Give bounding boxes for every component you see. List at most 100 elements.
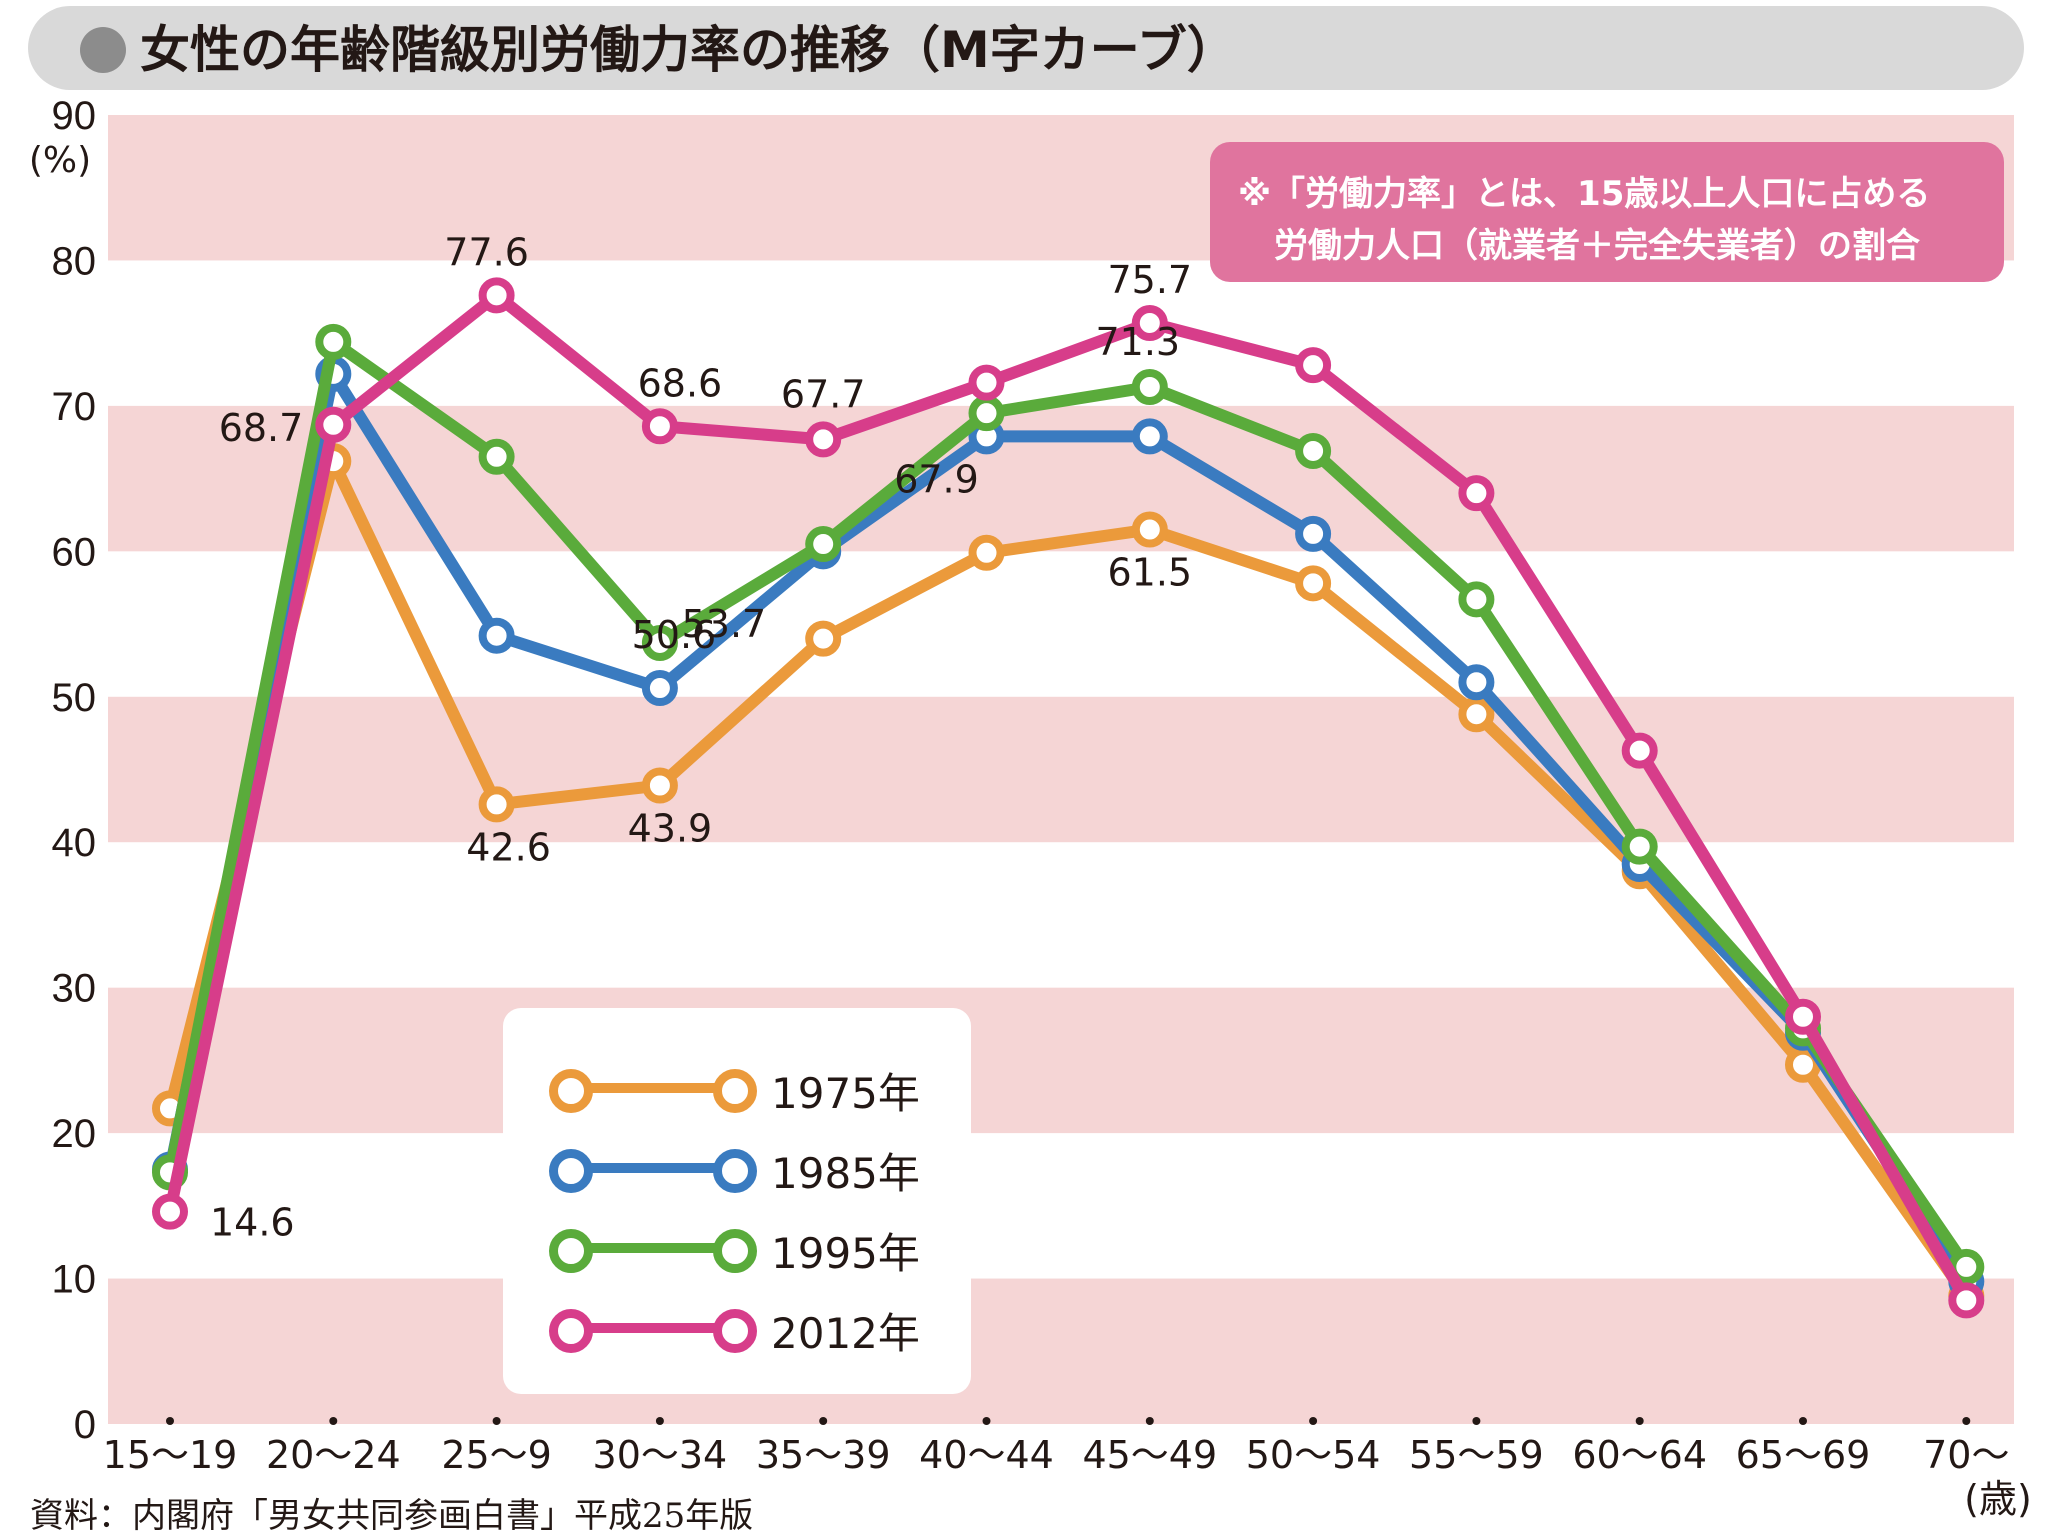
data-point [641, 408, 678, 445]
legend-label: 1985年 [771, 1149, 920, 1198]
data-point [805, 421, 842, 458]
x-tick-mark [1472, 1417, 1481, 1425]
data-point [641, 767, 678, 804]
x-tick-mark [492, 1417, 501, 1425]
data-point [315, 323, 352, 360]
legend-line [575, 1243, 733, 1253]
y-tick-label: 60 [52, 530, 97, 574]
x-tick-label: 60〜64 [1572, 1433, 1707, 1477]
data-point [1295, 565, 1332, 602]
data-label: 50.6 [632, 613, 717, 657]
data-point [805, 620, 842, 657]
legend-item-1985: 1985年 [503, 1132, 971, 1202]
x-tick-label: 40〜44 [919, 1433, 1054, 1477]
legend-marker-end [713, 1229, 757, 1273]
y-tick-label: 50 [52, 676, 97, 720]
x-tick-mark [1635, 1417, 1644, 1425]
data-label: 14.6 [210, 1201, 295, 1245]
series-lines [152, 277, 1985, 1319]
data-point [478, 617, 515, 654]
series-line [164, 367, 1973, 1288]
x-tick-label: 50〜54 [1246, 1433, 1381, 1477]
data-point [152, 1193, 188, 1230]
note-line-1: ※「労働力率」とは、15歳以上人口に占める [1238, 174, 1931, 214]
y-tick-label: 0 [74, 1403, 96, 1447]
data-label: 75.7 [1107, 258, 1192, 302]
legend-item-2012: 2012年 [503, 1292, 971, 1362]
data-point [315, 406, 352, 443]
legend-line [575, 1163, 733, 1173]
y-tick-label: 30 [52, 967, 97, 1011]
x-tick-mark [1799, 1417, 1807, 1425]
series-line [164, 455, 1973, 1303]
data-label: 67.9 [894, 457, 979, 501]
legend-marker-end [713, 1149, 757, 1193]
x-tick-mark [1145, 1417, 1154, 1425]
data-point [1948, 1282, 1985, 1319]
legend-marker-start [549, 1069, 593, 1113]
legend-marker-end [713, 1309, 757, 1353]
data-labels: 14.6 68.7 77.6 68.6 67.7 75.7 71.3 53.750.6 67.9… [210, 230, 1192, 1244]
data-point [1295, 515, 1332, 552]
background-bands [108, 115, 2014, 1424]
x-tick-label: 35〜39 [756, 1433, 891, 1477]
x-tick-label: 55〜59 [1409, 1433, 1544, 1477]
data-label: 68.7 [219, 406, 304, 450]
x-tick-label: 70〜 [1923, 1433, 2009, 1477]
legend: 1975年 1985年 1995年 2012年 [503, 1008, 971, 1394]
data-label: 61.5 [1107, 551, 1192, 595]
y-tick-label: 90 [52, 94, 97, 138]
x-tick-label: 65〜69 [1736, 1433, 1871, 1477]
data-point [1458, 581, 1495, 618]
data-point [1621, 828, 1658, 865]
legend-marker-start [549, 1229, 593, 1273]
y-tick-label: 10 [52, 1258, 97, 1302]
data-point [1131, 304, 1168, 341]
definition-note: ※「労働力率」とは、15歳以上人口に占める 労働力人口（就業者＋完全失業者）の割… [1210, 142, 2004, 282]
legend-label: 1975年 [771, 1069, 920, 1118]
data-point [968, 395, 1005, 432]
x-tick-label: 20〜24 [266, 1433, 401, 1477]
y-tick-label: 70 [52, 385, 97, 429]
data-label: 43.9 [628, 806, 713, 850]
source-caption: 資料：内閣府「男女共同参画白書」平成25年版 [30, 1496, 754, 1536]
data-point [1458, 475, 1495, 512]
series-1975年 [152, 443, 1985, 1315]
x-tick-label: 25〜9 [441, 1433, 552, 1477]
y-tick-label: 40 [52, 821, 97, 865]
note-line-2: 労働力人口（就業者＋完全失業者）の割合 [1274, 226, 1920, 266]
y-tick-label: 80 [52, 239, 97, 283]
legend-marker-start [549, 1149, 593, 1193]
data-label: 67.7 [781, 372, 866, 416]
data-point [1295, 432, 1332, 469]
legend-marker-end [713, 1069, 757, 1113]
data-point [1131, 368, 1168, 405]
legend-marker-start [549, 1309, 593, 1353]
data-point [641, 670, 678, 707]
data-label: 42.6 [466, 825, 551, 869]
data-point [1621, 732, 1658, 769]
chart-title: 女性の年齢階級別労働力率の推移（M字カーブ） [140, 21, 1237, 79]
title-bullet-icon [80, 27, 126, 73]
legend-label: 2012年 [771, 1309, 920, 1358]
data-point [1131, 418, 1168, 455]
x-tick-mark [329, 1417, 338, 1425]
data-label: 71.3 [1095, 320, 1180, 364]
x-tick-mark [819, 1417, 828, 1425]
data-label: 77.6 [444, 230, 529, 274]
data-label: 68.6 [638, 361, 723, 405]
band-0-10 [108, 1278, 2014, 1424]
y-axis-unit-label: (%) [29, 140, 91, 181]
data-label: 53.7 [682, 602, 767, 646]
y-tick-label: 20 [52, 1112, 97, 1156]
x-tick-mark [166, 1417, 174, 1425]
x-axis-ticks: 15〜19 20〜24 25〜9 30〜34 35〜39 40〜44 45〜49 50〜54 5… [103, 1417, 2009, 1477]
data-point [805, 526, 842, 563]
data-point [478, 438, 515, 475]
band-20-30 [108, 987, 2014, 1134]
x-tick-label: 30〜34 [593, 1433, 728, 1477]
data-point [968, 364, 1005, 401]
data-point [478, 277, 515, 314]
x-tick-mark [655, 1417, 664, 1425]
